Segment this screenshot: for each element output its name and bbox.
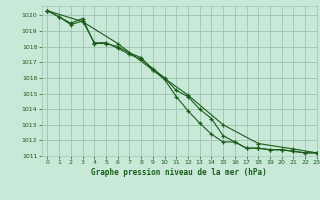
X-axis label: Graphe pression niveau de la mer (hPa): Graphe pression niveau de la mer (hPa) [91,168,267,177]
